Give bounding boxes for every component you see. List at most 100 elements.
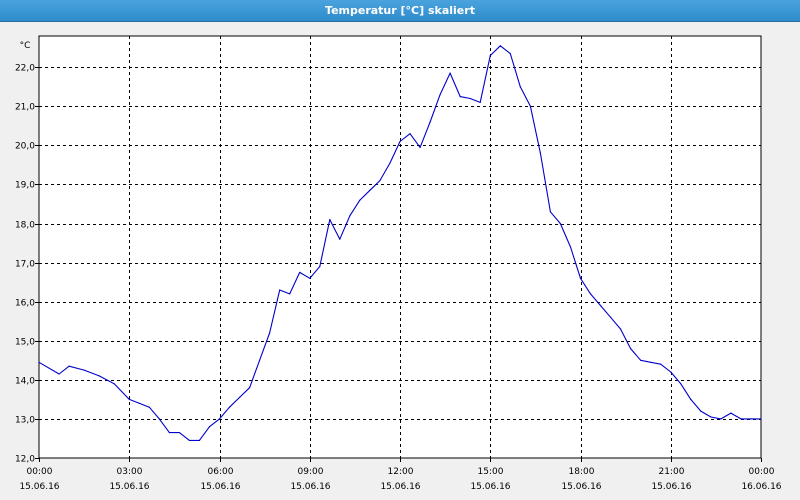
x-tick-label-time: 15:00	[478, 467, 504, 477]
data-point	[138, 402, 140, 404]
x-axis: 00:00 15.06.16 03:00 15.06.16 06:00 15.06.16 0…	[19, 458, 782, 492]
data-point	[269, 332, 271, 334]
x-tick-label-time: 06:00	[208, 467, 234, 477]
data-point	[359, 199, 361, 201]
data-point	[760, 418, 762, 420]
data-point	[113, 383, 115, 385]
data-point	[680, 383, 682, 385]
data-point	[259, 359, 261, 361]
x-tick-label-time: 12:00	[388, 467, 414, 477]
data-point	[168, 432, 170, 434]
data-point	[509, 53, 511, 55]
data-point	[569, 246, 572, 248]
y-tick-label: 21,0	[15, 103, 35, 113]
x-tick-label-date: 15.06.16	[109, 482, 149, 492]
y-axis: 12,0 13,0 14,0 15,0 16,0 17,0 18,0 19,0 20,0 21,0…	[15, 64, 39, 465]
data-point	[640, 359, 642, 361]
data-point	[239, 396, 241, 398]
data-point	[319, 265, 321, 268]
y-axis-unit-label: °C	[20, 41, 31, 51]
data-point	[83, 369, 85, 371]
data-point	[630, 348, 632, 350]
x-tick-label-time: 00:00	[27, 467, 53, 477]
data-point	[349, 215, 351, 217]
data-point	[299, 271, 301, 273]
y-tick-label: 13,0	[15, 416, 35, 426]
x-tick-label-time: 03:00	[117, 467, 143, 477]
data-point	[399, 140, 401, 143]
data-point	[499, 45, 501, 47]
y-tick-label: 16,0	[15, 299, 35, 309]
temperature-data-points	[38, 45, 762, 441]
x-tick-label-date: 15.06.16	[380, 482, 420, 492]
data-point	[750, 418, 752, 420]
y-tick-label: 12,0	[15, 455, 35, 465]
data-point	[489, 54, 491, 57]
data-point	[610, 316, 612, 318]
x-tick-label-date: 16.06.16	[741, 482, 781, 492]
data-point	[449, 72, 451, 74]
data-point	[479, 101, 481, 103]
data-point	[379, 180, 381, 182]
y-tick-label: 15,0	[15, 338, 35, 348]
data-point	[279, 289, 281, 291]
data-point	[579, 277, 582, 279]
data-point	[98, 375, 100, 377]
data-point	[58, 373, 60, 375]
temperature-chart: 12,0 13,0 14,0 15,0 16,0 17,0 18,0 19,0 20,0 21,0…	[15, 35, 782, 492]
data-point	[539, 152, 542, 154]
x-tick-label-date: 15.06.16	[19, 482, 59, 492]
data-point	[228, 406, 231, 408]
x-tick-label-date: 15.06.16	[290, 482, 330, 492]
data-point	[600, 305, 602, 307]
data-point	[740, 418, 742, 420]
data-point	[289, 293, 291, 295]
data-point	[469, 97, 471, 100]
x-tick-label-time: 00:00	[749, 467, 775, 477]
data-point	[650, 361, 652, 363]
data-point	[730, 412, 732, 414]
x-tick-label-time: 09:00	[298, 467, 324, 477]
data-point	[620, 328, 622, 330]
data-point	[710, 416, 712, 418]
data-point	[439, 94, 441, 96]
data-point	[208, 426, 211, 428]
y-tick-label: 18,0	[15, 221, 35, 231]
data-point	[249, 387, 251, 389]
data-point	[218, 418, 221, 420]
data-point	[188, 439, 190, 441]
data-point	[128, 398, 130, 400]
data-point	[459, 96, 461, 98]
y-tick-label: 17,0	[15, 260, 35, 270]
x-tick-label-time: 18:00	[569, 467, 595, 477]
grid-lines	[39, 36, 761, 458]
x-tick-label-date: 15.06.16	[470, 482, 510, 492]
data-point	[419, 146, 421, 148]
data-point	[529, 105, 532, 107]
data-point	[309, 277, 311, 279]
data-point	[549, 211, 552, 213]
x-tick-label-date: 15.06.16	[651, 482, 691, 492]
data-point	[720, 418, 722, 420]
data-point	[38, 361, 40, 363]
data-point	[389, 162, 391, 164]
data-point	[519, 86, 521, 88]
data-point	[158, 418, 160, 420]
window-title-bar: Temperatur [°C] skaliert	[0, 0, 800, 22]
data-point	[409, 133, 411, 135]
data-point	[148, 406, 150, 408]
data-point	[559, 223, 562, 225]
data-point	[690, 398, 692, 400]
data-point	[700, 410, 702, 412]
y-tick-label: 22,0	[15, 64, 35, 74]
y-tick-label: 14,0	[15, 377, 35, 387]
data-point	[670, 371, 672, 373]
data-point	[198, 439, 200, 441]
x-tick-label-date: 15.06.16	[561, 482, 601, 492]
x-tick-label-date: 15.06.16	[200, 482, 240, 492]
window-title: Temperatur [°C] skaliert	[325, 4, 475, 17]
data-point	[589, 293, 592, 295]
data-point	[429, 121, 431, 123]
data-point	[178, 432, 180, 434]
y-tick-label: 20,0	[15, 142, 35, 152]
